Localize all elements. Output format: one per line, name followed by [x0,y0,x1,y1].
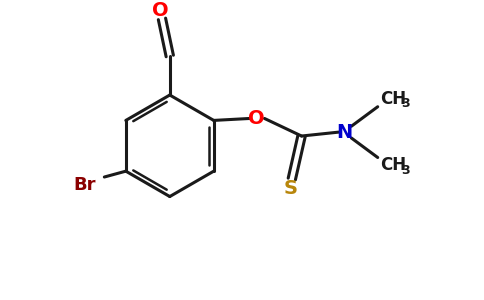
Text: 3: 3 [401,97,410,110]
Text: O: O [248,109,265,128]
Text: O: O [151,1,168,20]
Text: 3: 3 [401,164,410,177]
Text: CH: CH [379,90,406,108]
Text: Br: Br [74,176,96,194]
Text: S: S [284,179,298,198]
Text: N: N [336,123,353,142]
Text: CH: CH [379,156,406,174]
